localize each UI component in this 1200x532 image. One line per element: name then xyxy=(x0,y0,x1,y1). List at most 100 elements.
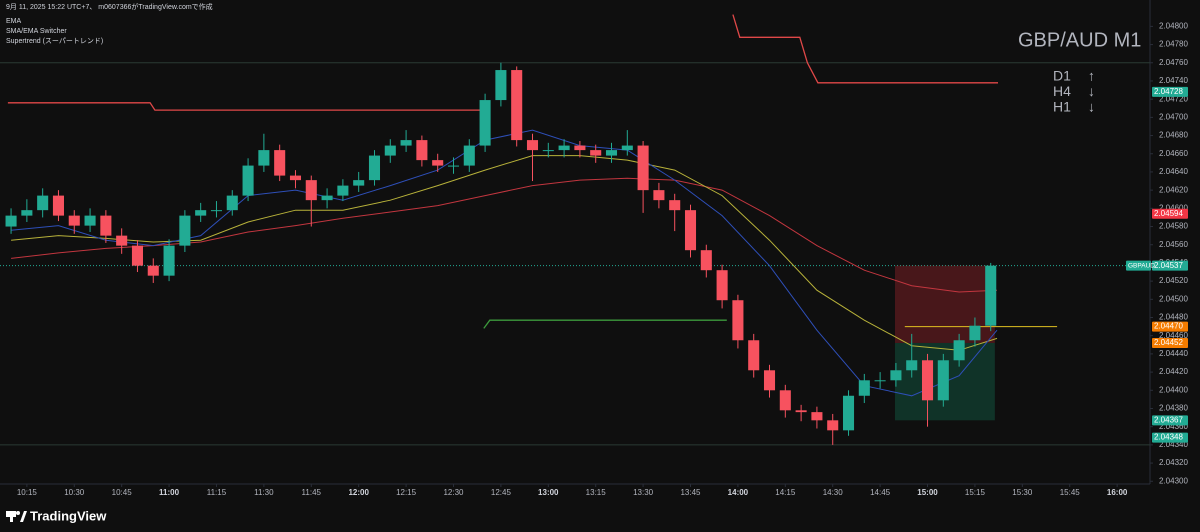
price-label-box xyxy=(1152,415,1188,426)
y-tick-label: 2.04400 xyxy=(1159,385,1188,394)
x-tick-label: 11:45 xyxy=(302,488,322,497)
x-tick-label: 14:00 xyxy=(728,488,749,497)
y-tick-label: 2.04420 xyxy=(1159,367,1188,376)
x-tick-label: 16:00 xyxy=(1107,488,1128,497)
x-tick-label: 14:15 xyxy=(775,488,796,497)
chart-title: GBP/AUD M1 xyxy=(1018,29,1141,51)
indicator: EMA xyxy=(6,18,22,25)
candle-body xyxy=(116,235,128,246)
candle-body xyxy=(131,245,143,266)
price-label: 2.04470 xyxy=(1154,322,1183,331)
price-label-box xyxy=(1152,337,1188,348)
candle-body xyxy=(353,180,365,186)
candle-body xyxy=(479,100,491,146)
y-tick-label: 2.04760 xyxy=(1159,58,1188,67)
candle-body xyxy=(605,150,618,156)
trend-timeframe: H1 xyxy=(1053,99,1071,115)
candle-body xyxy=(590,150,602,156)
x-tick-label: 10:30 xyxy=(64,488,85,497)
x-tick-label: 13:15 xyxy=(586,488,607,497)
candle-body xyxy=(842,395,855,431)
candle-body xyxy=(921,360,934,401)
candle-body xyxy=(52,195,64,216)
x-tick-label: 12:30 xyxy=(443,488,464,497)
price-label-box xyxy=(1152,86,1188,97)
x-tick-label: 15:30 xyxy=(1012,488,1033,497)
candle-body xyxy=(447,165,460,167)
candle-body xyxy=(84,215,96,226)
logo-mark xyxy=(10,511,13,522)
candle-body xyxy=(574,145,586,151)
y-tick-label: 2.04620 xyxy=(1159,185,1188,194)
y-tick-label: 2.04560 xyxy=(1159,240,1188,249)
candle-body xyxy=(195,210,207,216)
price-label-box xyxy=(1152,321,1188,332)
y-tick-label: 2.04640 xyxy=(1159,167,1188,176)
logo-mark xyxy=(16,511,20,515)
x-tick-label: 12:15 xyxy=(396,488,417,497)
plot xyxy=(0,14,1150,446)
candle-body xyxy=(542,150,554,152)
x-tick-label: 14:30 xyxy=(823,488,844,497)
indicator: SMA/EMA Switcher xyxy=(6,28,67,35)
y-tick-label: 2.04740 xyxy=(1159,76,1188,85)
y-tick-label: 2.04440 xyxy=(1159,349,1188,358)
y-tick-label: 2.04500 xyxy=(1159,294,1188,303)
trend-timeframe: D1 xyxy=(1053,68,1071,84)
y-tick-label: 2.04340 xyxy=(1159,440,1188,449)
candle-body xyxy=(147,265,159,276)
x-tick-label: 10:45 xyxy=(112,488,133,497)
y-tick-label: 2.04300 xyxy=(1159,476,1188,485)
candle-body xyxy=(384,145,396,156)
x-tick-label: 13:00 xyxy=(538,488,559,497)
trend-direction: ↑ xyxy=(1088,68,1095,84)
y-tick-label: 2.04320 xyxy=(1159,458,1188,467)
candle-body xyxy=(305,180,317,201)
candle-body xyxy=(526,140,539,151)
x-tick-label: 11:15 xyxy=(207,488,227,497)
y-tick-label: 2.04520 xyxy=(1159,276,1188,285)
price-label: 2.04537 xyxy=(1154,261,1183,270)
indicator-line xyxy=(7,102,480,111)
x-tick-label: 11:30 xyxy=(254,488,274,497)
indicator-line xyxy=(732,14,998,84)
y-tick-label: 2.04580 xyxy=(1159,222,1188,231)
candle-body xyxy=(368,155,381,181)
y-tick-label: 2.04680 xyxy=(1159,131,1188,140)
candle-body xyxy=(100,215,112,236)
y-tick-label: 2.04700 xyxy=(1159,112,1188,121)
candle-body xyxy=(779,390,791,411)
trend-direction: ↓ xyxy=(1088,99,1095,115)
candle-body xyxy=(179,215,191,246)
y-tick-label: 2.04800 xyxy=(1159,21,1188,30)
candle-body xyxy=(274,150,286,176)
candle-body xyxy=(716,270,728,301)
candle-body xyxy=(811,412,823,421)
candle-body xyxy=(258,150,270,166)
candle-body xyxy=(748,340,760,371)
candle-body xyxy=(684,210,697,251)
candle-body xyxy=(906,360,918,371)
y-tick-label: 2.04720 xyxy=(1159,94,1188,103)
x-tick-label: 10:15 xyxy=(17,488,38,497)
price-label: 2.04348 xyxy=(1154,433,1183,442)
price-label: 2.04728 xyxy=(1154,87,1183,96)
logo-mark xyxy=(20,511,27,522)
indicator: Supertrend (スーパートレンド) xyxy=(6,37,103,45)
candle-body xyxy=(874,380,886,382)
trend-direction: ↓ xyxy=(1088,83,1095,99)
candle-body xyxy=(5,215,17,227)
candle-body xyxy=(637,145,649,191)
candle-body xyxy=(226,195,238,211)
indicator-line xyxy=(11,177,998,293)
price-label: 2.04452 xyxy=(1154,338,1183,347)
y-tick-label: 2.04360 xyxy=(1159,422,1188,431)
trend-timeframe: H4 xyxy=(1053,83,1071,99)
x-tick-label: 14:45 xyxy=(870,488,891,497)
x-tick-label: 15:45 xyxy=(1060,488,1081,497)
price-label: 2.04594 xyxy=(1154,209,1183,218)
price-label-box xyxy=(1152,208,1188,219)
x-tick-label: 11:00 xyxy=(159,488,180,497)
candle-body xyxy=(400,140,412,146)
